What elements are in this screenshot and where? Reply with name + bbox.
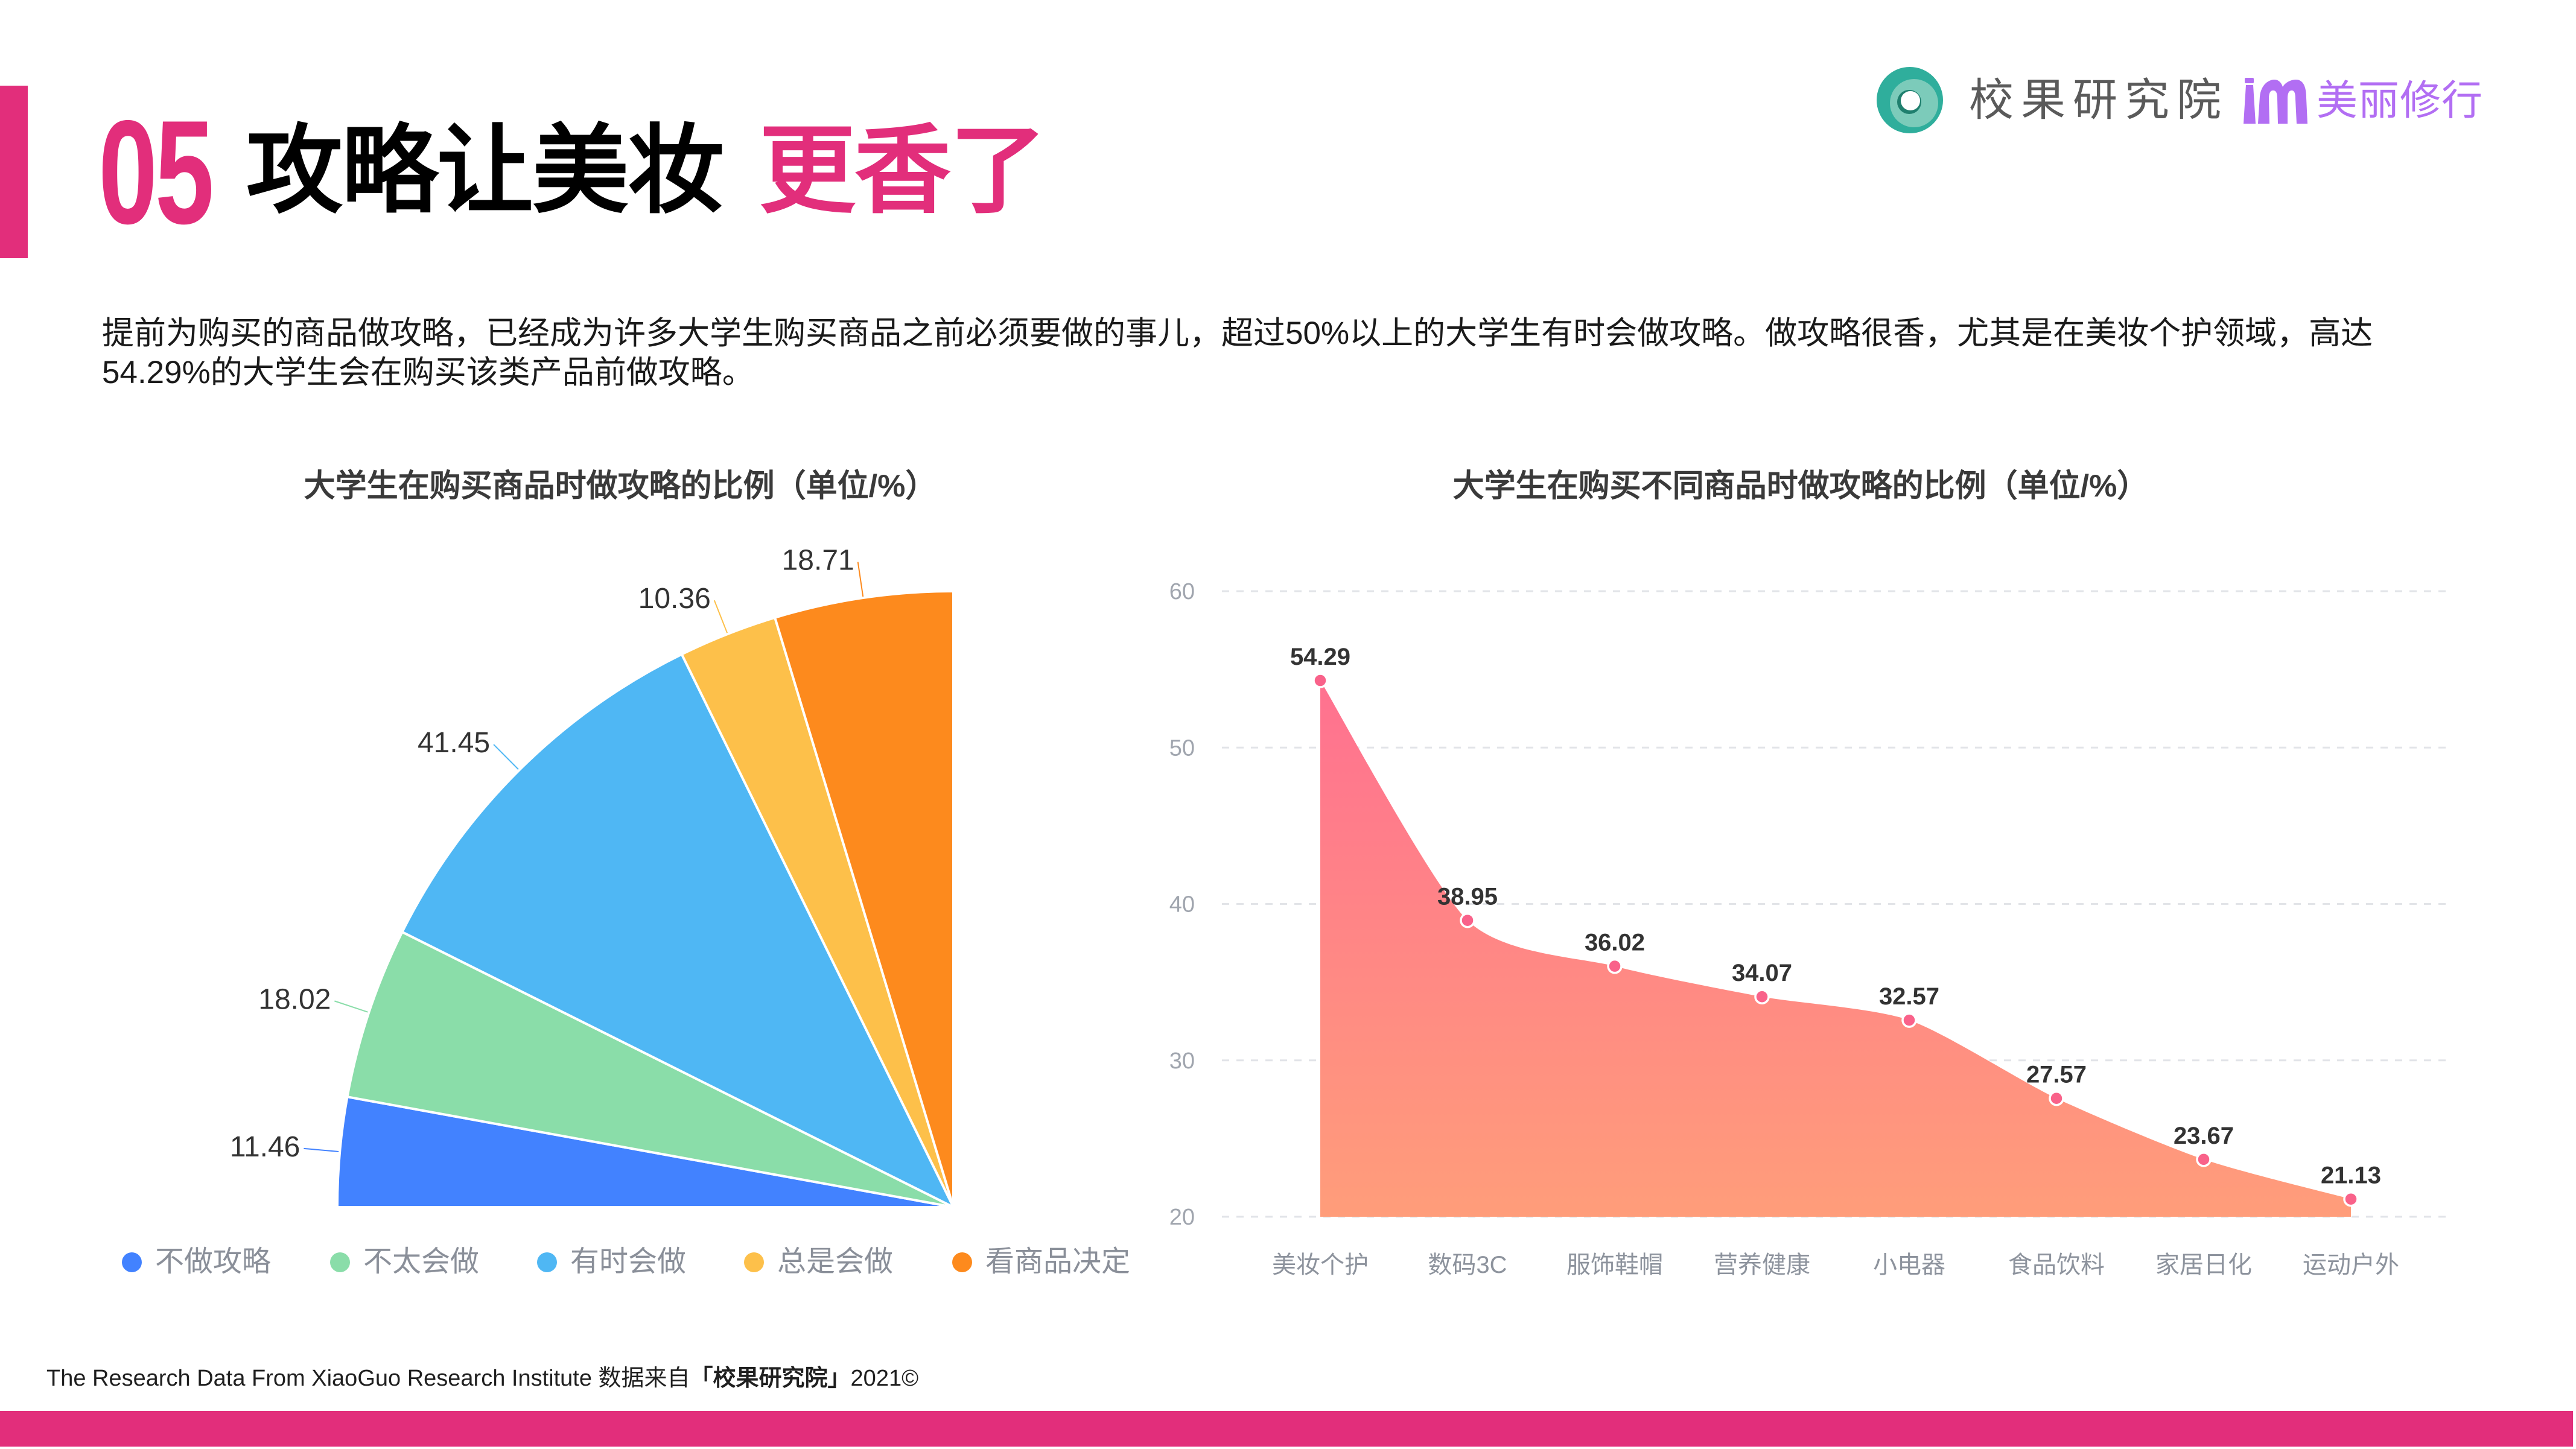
data-point: [2196, 1152, 2212, 1167]
data-value-label: 32.57: [1879, 983, 1939, 1010]
pie-sector: [346, 930, 955, 1208]
pie-leader-line: [713, 600, 728, 633]
pie-sectors: [336, 590, 955, 1208]
pie-value-label: 11.46: [230, 1131, 301, 1163]
footer-source-prefix: The Research Data From XiaoGuo Research …: [46, 1366, 690, 1391]
legend-dot-icon: [952, 1252, 972, 1272]
y-tick-label: 50: [1169, 735, 1195, 761]
xiaoguo-logo-icon: [1877, 67, 1943, 133]
legend-item-always: 总是会做: [744, 1245, 893, 1279]
data-value-label: 36.02: [1585, 930, 1645, 956]
pie-value-label: 10.36: [638, 583, 711, 615]
bottom-accent-bar: [0, 1411, 2573, 1447]
page-title-highlight: 更香了: [759, 116, 1046, 224]
footer-source-brand: 「校果研究院」: [690, 1366, 851, 1391]
x-tick-label: 数码3C: [1428, 1252, 1507, 1278]
x-tick-label: 服饰鞋帽: [1566, 1252, 1663, 1278]
legend-dot-icon: [330, 1252, 350, 1272]
data-value-label: 54.29: [1290, 644, 1350, 670]
page-title: 攻略让美妆: [246, 116, 724, 224]
side-accent-bar: [0, 86, 28, 258]
x-tick-label: 美妆个护: [1272, 1252, 1369, 1278]
intro-line-1: 提前为购买的商品做攻略，已经成为许多大学生购买商品之前必须要做的事儿，超过50%…: [102, 315, 2373, 351]
pie-sector: [774, 590, 955, 1208]
pie-leader-line: [857, 562, 864, 597]
x-tick-label: 食品饮料: [2008, 1252, 2105, 1278]
brand-xiaoguo-name: 校果研究院: [1969, 75, 2228, 125]
y-tick-label: 20: [1169, 1205, 1195, 1230]
legend-label: 看商品决定: [985, 1246, 1131, 1278]
pie-leader-line: [334, 1000, 368, 1013]
data-point: [2343, 1191, 2359, 1207]
footer-source-note: The Research Data From XiaoGuo Research …: [46, 1365, 918, 1392]
intro-paragraph: 提前为购买的商品做攻略，已经成为许多大学生购买商品之前必须要做的事儿，超过50%…: [102, 314, 2373, 392]
pie-sector: [401, 653, 955, 1208]
legend-dot-icon: [744, 1252, 764, 1272]
x-tick-label: 运动户外: [2303, 1252, 2399, 1278]
data-point: [1312, 673, 1328, 688]
pie-leader-line: [493, 744, 519, 770]
data-point: [1901, 1012, 1917, 1028]
pie-value-label: 18.71: [782, 545, 854, 577]
data-point: [1754, 989, 1770, 1004]
data-value-label: 21.13: [2321, 1162, 2381, 1189]
pie-value-label: 41.45: [418, 727, 490, 759]
legend-item-depends: 看商品决定: [952, 1245, 1130, 1279]
m-lipstick-logo-icon: [2244, 78, 2307, 124]
legend-item-no-strategy: 不做攻略: [122, 1245, 271, 1279]
legend-item-sometimes: 有时会做: [537, 1245, 686, 1279]
legend-dot-icon: [122, 1252, 142, 1272]
legend-dot-icon: [537, 1252, 557, 1272]
area-fill: [1320, 680, 2351, 1217]
pie-value-label: 18.02: [258, 983, 331, 1015]
y-tick-label: 30: [1169, 1048, 1195, 1074]
data-value-label: 38.95: [1437, 884, 1498, 910]
section-number: 05: [98, 89, 214, 255]
data-point: [1460, 912, 1475, 928]
footer-source-suffix: 2021©: [850, 1366, 919, 1391]
pie-leader-line: [304, 1147, 339, 1153]
legend-label: 有时会做: [570, 1246, 687, 1278]
data-point: [1607, 958, 1623, 974]
data-value-label: 27.57: [2026, 1062, 2087, 1088]
legend-label: 不太会做: [363, 1246, 480, 1278]
data-value-label: 34.07: [1732, 960, 1792, 986]
legend-item-rarely: 不太会做: [330, 1245, 479, 1279]
x-tick-label: 小电器: [1873, 1252, 1945, 1278]
intro-line-2: 54.29%的大学生会在购买该类产品前做攻略。: [102, 355, 754, 390]
legend-label: 不做攻略: [155, 1246, 272, 1278]
legend-label: 总是会做: [777, 1246, 894, 1278]
pie-labels: 11.46 18.02 41.45 10.36 18.71: [230, 545, 864, 1163]
pie-chart-title: 大学生在购买商品时做攻略的比例（单位/%）: [304, 469, 937, 504]
data-points: 54.29 38.95 36.02 34.07 32.57 27.57 23.67 21.13: [1290, 644, 2381, 1207]
x-tick-label: 家居日化: [2155, 1252, 2252, 1278]
x-axis-labels: 美妆个护 数码3C 服饰鞋帽 营养健康 小电器 食品饮料 家居日化 运动户外: [1272, 1252, 2399, 1278]
x-tick-label: 营养健康: [1714, 1252, 1810, 1278]
area-chart-title: 大学生在购买不同商品时做攻略的比例（单位/%）: [1452, 469, 2149, 504]
data-point: [2049, 1090, 2064, 1106]
y-tick-label: 40: [1169, 892, 1195, 918]
y-tick-label: 60: [1169, 579, 1195, 604]
data-value-label: 23.67: [2174, 1123, 2234, 1149]
brand-meilixiuxing-name: 美丽修行: [2317, 78, 2484, 124]
